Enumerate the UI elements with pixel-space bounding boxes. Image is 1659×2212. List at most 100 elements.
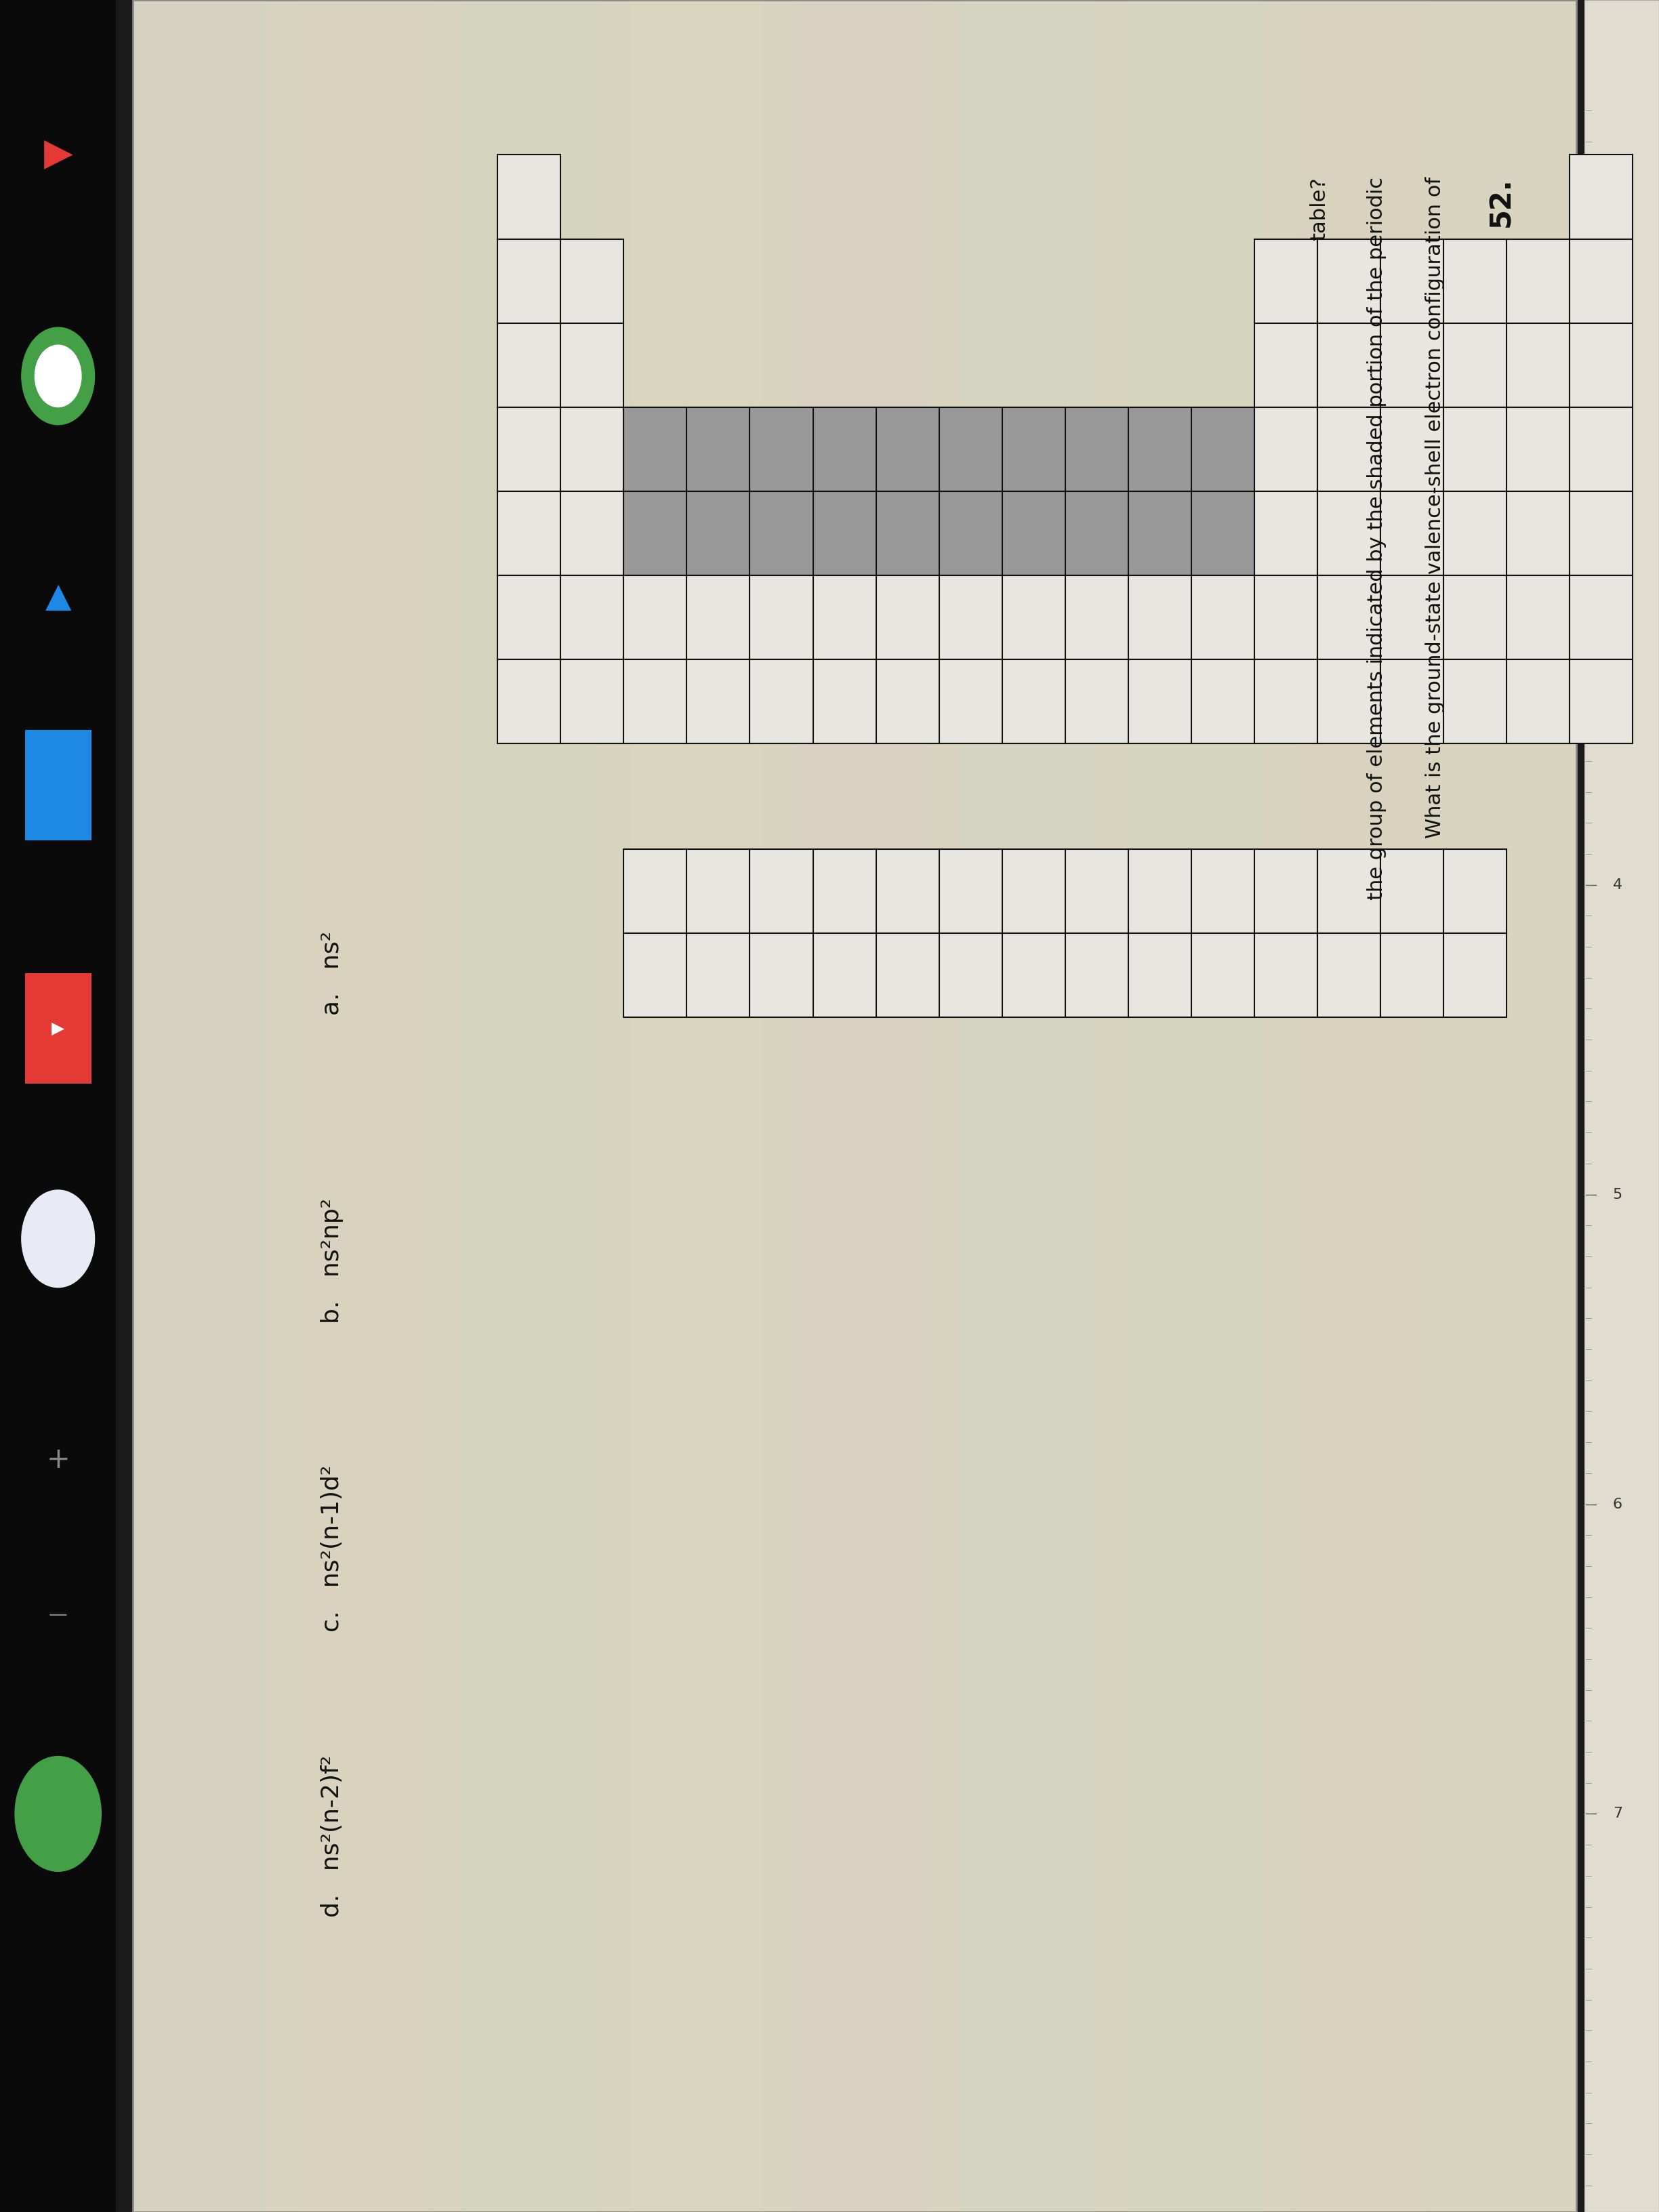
Text: ▲: ▲ xyxy=(45,582,71,613)
Bar xyxy=(687,575,750,659)
Bar xyxy=(939,659,1002,743)
Bar xyxy=(1569,155,1632,239)
Text: 6: 6 xyxy=(1613,1498,1623,1511)
Text: 5: 5 xyxy=(1613,1188,1623,1201)
Text: c.   ns²(n-1)d²: c. ns²(n-1)d² xyxy=(320,1464,343,1632)
Bar xyxy=(1128,575,1191,659)
Bar xyxy=(299,0,431,2212)
Bar xyxy=(1380,933,1443,1018)
Bar xyxy=(630,0,763,2212)
Circle shape xyxy=(35,345,81,407)
Bar xyxy=(750,491,813,575)
Bar xyxy=(1506,491,1569,575)
Bar xyxy=(498,659,561,743)
Bar xyxy=(561,659,624,743)
Bar xyxy=(1443,575,1506,659)
Bar xyxy=(561,323,624,407)
Text: 4: 4 xyxy=(1613,878,1623,891)
Bar xyxy=(1128,407,1191,491)
Bar xyxy=(1317,933,1380,1018)
Bar xyxy=(1584,0,1659,2212)
Bar xyxy=(1002,849,1065,933)
Bar xyxy=(1443,407,1506,491)
Bar xyxy=(1128,933,1191,1018)
Text: —: — xyxy=(48,1606,68,1624)
Bar xyxy=(498,407,561,491)
Bar xyxy=(876,407,939,491)
Bar xyxy=(498,239,561,323)
Bar xyxy=(498,155,561,239)
Text: What is the ground-state valence-shell electron configuration of: What is the ground-state valence-shell e… xyxy=(1425,177,1445,838)
Bar xyxy=(1317,491,1380,575)
Bar xyxy=(1317,323,1380,407)
Bar xyxy=(813,575,876,659)
Bar xyxy=(1317,659,1380,743)
Bar xyxy=(687,933,750,1018)
Bar xyxy=(624,575,687,659)
Bar xyxy=(1002,575,1065,659)
Bar xyxy=(1191,849,1254,933)
Bar xyxy=(133,0,265,2212)
Bar xyxy=(1380,575,1443,659)
Bar xyxy=(1254,659,1317,743)
Bar xyxy=(1254,323,1317,407)
Bar xyxy=(750,407,813,491)
Bar xyxy=(939,491,1002,575)
Bar xyxy=(1317,849,1380,933)
Bar xyxy=(813,659,876,743)
Bar xyxy=(1569,575,1632,659)
Text: ▶: ▶ xyxy=(43,137,73,173)
Bar xyxy=(1065,491,1128,575)
Bar xyxy=(498,575,561,659)
Text: b.   ns²np²: b. ns²np² xyxy=(320,1199,343,1323)
Text: 2: 2 xyxy=(1613,259,1623,272)
Bar xyxy=(750,933,813,1018)
Bar xyxy=(939,933,1002,1018)
Bar xyxy=(1254,491,1317,575)
Bar xyxy=(813,933,876,1018)
Text: table?: table? xyxy=(1309,177,1329,241)
Bar xyxy=(687,849,750,933)
Bar xyxy=(876,491,939,575)
Bar xyxy=(1317,575,1380,659)
Bar xyxy=(876,849,939,933)
Bar xyxy=(624,659,687,743)
Bar xyxy=(1065,575,1128,659)
Bar xyxy=(1065,407,1128,491)
Bar xyxy=(1065,849,1128,933)
Bar xyxy=(1506,407,1569,491)
Bar xyxy=(561,407,624,491)
Bar xyxy=(687,407,750,491)
Circle shape xyxy=(22,1190,95,1287)
Text: ▶: ▶ xyxy=(51,1020,65,1037)
Bar xyxy=(624,407,687,491)
Text: 7: 7 xyxy=(1613,1807,1623,1820)
Bar xyxy=(1506,659,1569,743)
Bar xyxy=(25,973,91,1084)
Bar xyxy=(813,849,876,933)
Bar xyxy=(498,491,561,575)
Bar xyxy=(1443,323,1506,407)
Bar xyxy=(1380,849,1443,933)
Bar xyxy=(813,407,876,491)
Bar xyxy=(133,0,1576,2212)
Bar xyxy=(25,730,91,841)
Bar xyxy=(1569,323,1632,407)
Bar xyxy=(0,0,116,2212)
Bar xyxy=(1191,407,1254,491)
Circle shape xyxy=(15,1756,101,1871)
Bar xyxy=(1191,491,1254,575)
Text: the group of elements indicated by the shaded portion of the periodic: the group of elements indicated by the s… xyxy=(1367,177,1387,900)
Bar xyxy=(1002,491,1065,575)
Bar xyxy=(1569,239,1632,323)
Bar xyxy=(1506,239,1569,323)
Bar xyxy=(465,0,597,2212)
Bar xyxy=(1191,659,1254,743)
Bar xyxy=(876,575,939,659)
Bar xyxy=(1380,407,1443,491)
Bar xyxy=(1380,323,1443,407)
Bar xyxy=(1128,0,1261,2212)
Bar xyxy=(1254,933,1317,1018)
Text: 3: 3 xyxy=(1613,568,1623,582)
Text: 52.: 52. xyxy=(1486,177,1516,228)
